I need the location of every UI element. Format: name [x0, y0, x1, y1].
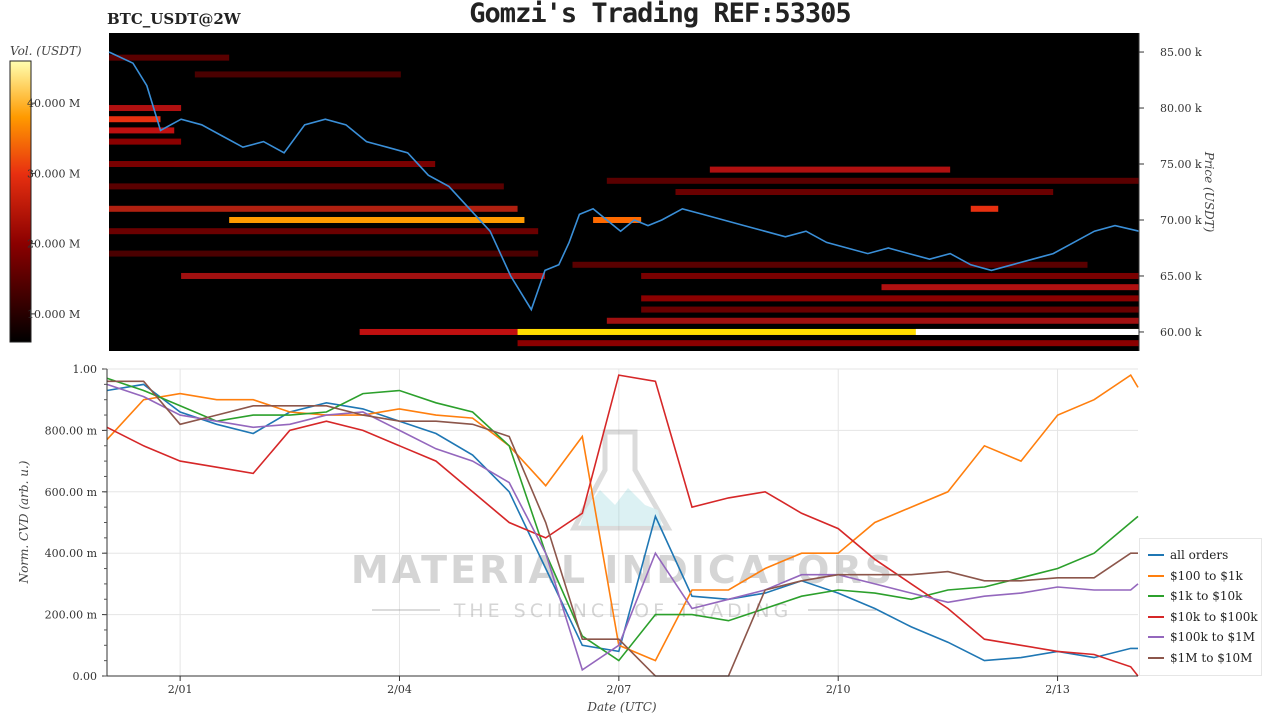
series-line-2: [106, 377, 1139, 662]
price-axis: 60.00 k 65.00 k 70.00 k 75.00 k 80.00 k 85.00…: [1138, 33, 1202, 351]
series-line-3: [106, 374, 1139, 677]
heatmap-band: [109, 205, 518, 212]
cvd-y-tick-label: 600.00 m: [45, 486, 98, 499]
watermark-subtitle: THE SCIENCE OF TRADING: [453, 600, 793, 622]
cvd-y-tick-label: 200.00 m: [45, 609, 98, 622]
heatmap-band: [109, 105, 182, 112]
heatmap-band: [517, 328, 1139, 335]
heatmap-band: [194, 71, 401, 78]
legend-label: $1M to $10M: [1170, 650, 1253, 665]
colorbar-tick-label: 20.000 M: [27, 238, 80, 251]
legend: all orders $100 to $1k $1k to $10k $10k to …: [1139, 538, 1262, 676]
cvd-x-tick-label: 2/10: [826, 683, 851, 696]
legend-swatch: [1148, 554, 1164, 557]
series-line-4: [106, 383, 1139, 672]
legend-label: $10k to $100k: [1170, 609, 1258, 624]
heatmap-band: [359, 328, 607, 335]
heatmap-band: [109, 250, 539, 257]
heatmap-band: [109, 161, 436, 168]
cvd-x-tick-label: 2/13: [1045, 683, 1070, 696]
legend-label: $100 to $1k: [1170, 568, 1243, 583]
heatmap-bands: [109, 54, 1139, 347]
cvd-y-tick-label: 800.00 m: [45, 424, 98, 437]
legend-item: $100k to $1M: [1148, 627, 1261, 648]
legend-item: all orders: [1148, 545, 1261, 566]
legend-label: all orders: [1170, 548, 1229, 563]
legend-item: $1k to $10k: [1148, 586, 1261, 607]
heatmap-band: [641, 306, 1139, 313]
price-tick-label: 85.00 k: [1160, 46, 1202, 59]
price-tick-label: 75.00 k: [1160, 158, 1202, 171]
heatmap-band: [109, 127, 175, 134]
price-tick-label: 80.00 k: [1160, 102, 1202, 115]
cvd-series: [106, 373, 1139, 677]
heatmap-band: [641, 295, 1139, 302]
legend-swatch: [1148, 574, 1164, 577]
legend-item: $100 to $1k: [1148, 566, 1261, 587]
cvd-x-tick-label: 2/01: [168, 683, 193, 696]
heatmap-band: [572, 261, 1088, 268]
watermark-title: MATERIAL INDICATORS: [351, 548, 895, 592]
cvd-y-tick-label: 0.00: [73, 670, 98, 683]
cvd-x-ticks: 2/01 2/04 2/07 2/10 2/13: [168, 676, 1070, 696]
heatmap-band: [109, 116, 161, 123]
heatmap-band: [517, 340, 1139, 347]
colorbar-ticks: 10.000 M 20.000 M 30.000 M 40.000 M: [27, 97, 80, 321]
cvd-grid: [107, 368, 1138, 677]
heatmap-band: [881, 284, 1139, 291]
heatmap-band: [709, 166, 951, 173]
cvd-x-tick-label: 2/07: [606, 683, 631, 696]
legend-swatch: [1148, 615, 1164, 618]
heatmap-band: [593, 216, 642, 223]
cvd-y-tick-label: 1.00: [73, 363, 98, 376]
heatmap-band: [109, 228, 539, 235]
heatmap-band: [109, 138, 182, 145]
price-line: [108, 51, 1140, 312]
colorbar-tick-label: 30.000 M: [27, 167, 80, 180]
price-tick-label: 65.00 k: [1160, 270, 1202, 283]
legend-item: $1M to $10M: [1148, 648, 1261, 669]
cvd-y-axis-label: Norm. CVD (arb. u.): [17, 460, 31, 584]
heatmap-band: [229, 216, 525, 223]
heatmap-band: [606, 177, 1139, 184]
series-line-1: [106, 373, 1139, 662]
cvd-y-tick-label: 400.00 m: [45, 547, 98, 560]
heatmap-band: [915, 328, 1139, 335]
legend-swatch: [1148, 636, 1164, 639]
colorbar: [9, 60, 32, 343]
legend-swatch: [1148, 595, 1164, 598]
heatmap-band: [675, 189, 1054, 195]
legend-label: $100k to $1M: [1170, 630, 1256, 645]
legend-item: $10k to $100k: [1148, 607, 1261, 628]
page-title: Gomzi's Trading REF:53305: [469, 0, 851, 29]
price-tick-label: 70.00 k: [1160, 214, 1202, 227]
heatmap-band: [109, 183, 504, 190]
cvd-x-tick-label: 2/04: [387, 683, 412, 696]
heatmap-band: [181, 272, 546, 279]
series-line-5: [107, 380, 1138, 677]
cvd-x-axis-label: Date (UTC): [586, 700, 656, 714]
ticker-label: BTC_USDT@2W: [107, 10, 241, 28]
heatmap-band: [606, 317, 1139, 324]
heatmap-band: [109, 54, 230, 61]
legend-swatch: [1148, 656, 1164, 659]
colorbar-label: Vol. (USDT): [10, 44, 82, 58]
cvd-y-ticks: 0.00 200.00 m 400.00 m 600.00 m 800.00 m 1.00: [45, 363, 107, 683]
legend-label: $1k to $10k: [1170, 589, 1243, 604]
flask-icon: [569, 429, 673, 531]
heatmap-band: [970, 205, 999, 212]
heatmap-band: [641, 272, 1139, 279]
price-tick-label: 60.00 k: [1160, 326, 1202, 339]
colorbar-tick-label: 10.000 M: [27, 308, 80, 321]
colorbar-tick-label: 40.000 M: [27, 97, 80, 110]
flask-liquid-icon: [580, 488, 662, 526]
price-axis-label: Price (USDT): [1202, 151, 1216, 233]
